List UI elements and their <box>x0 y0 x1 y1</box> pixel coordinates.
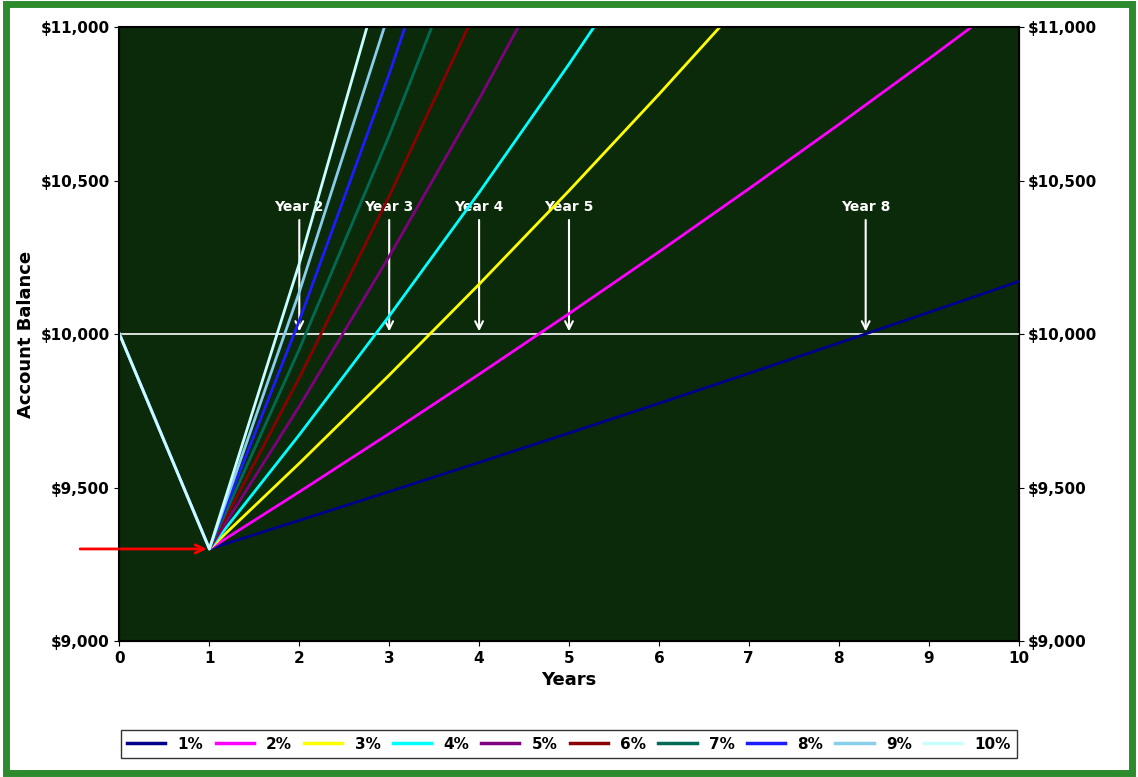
2% <box>203 544 216 553</box>
8% <box>292 316 306 326</box>
Line: 3%: 3% <box>119 0 1019 549</box>
2% <box>472 370 486 379</box>
2% <box>382 429 396 438</box>
Text: Year 3: Year 3 <box>364 200 414 329</box>
Text: Year 5: Year 5 <box>544 200 594 329</box>
1% <box>742 369 756 378</box>
4% <box>203 544 216 553</box>
Legend: 1%, 2%, 3%, 4%, 5%, 6%, 7%, 8%, 9%, 10%: 1%, 2%, 3%, 4%, 5%, 6%, 7%, 8%, 9%, 10% <box>121 730 1017 758</box>
Text: Year 8: Year 8 <box>841 200 890 329</box>
Text: Year 4: Year 4 <box>454 200 504 329</box>
10% <box>292 259 306 268</box>
2% <box>562 309 576 319</box>
Text: Year 2: Year 2 <box>274 200 324 329</box>
6% <box>472 0 486 9</box>
10% <box>113 329 126 339</box>
5% <box>382 252 396 261</box>
8% <box>113 329 126 339</box>
5% <box>292 402 306 411</box>
8% <box>382 69 396 78</box>
9% <box>203 544 216 553</box>
7% <box>113 329 126 339</box>
1% <box>562 428 576 437</box>
7% <box>382 131 396 140</box>
7% <box>203 544 216 553</box>
6% <box>382 191 396 200</box>
Line: 10%: 10% <box>119 0 1019 549</box>
6% <box>203 544 216 553</box>
2% <box>113 329 126 339</box>
3% <box>652 89 666 99</box>
1% <box>113 329 126 339</box>
8% <box>203 544 216 553</box>
9% <box>382 8 396 17</box>
4% <box>472 188 486 197</box>
1% <box>832 339 846 348</box>
3% <box>292 458 306 468</box>
4% <box>113 329 126 339</box>
Line: 4%: 4% <box>119 0 1019 549</box>
3% <box>113 329 126 339</box>
Line: 7%: 7% <box>119 0 1019 549</box>
4% <box>562 60 576 69</box>
2% <box>292 487 306 497</box>
Line: 5%: 5% <box>119 0 1019 549</box>
1% <box>382 487 396 497</box>
5% <box>113 329 126 339</box>
Y-axis label: Account Balance: Account Balance <box>17 250 35 418</box>
3% <box>562 186 576 195</box>
1% <box>922 308 935 317</box>
9% <box>113 329 126 339</box>
3% <box>472 280 486 289</box>
2% <box>922 54 935 64</box>
3% <box>203 544 216 553</box>
Line: 8%: 8% <box>119 0 1019 549</box>
1% <box>472 458 486 467</box>
10% <box>203 544 216 553</box>
Line: 6%: 6% <box>119 0 1019 549</box>
Line: 2%: 2% <box>119 0 1019 549</box>
1% <box>203 544 216 553</box>
Text: 7% Loss
(=$9,300): 7% Loss (=$9,300) <box>0 534 204 564</box>
2% <box>652 247 666 256</box>
4% <box>292 430 306 440</box>
1% <box>1012 277 1025 286</box>
5% <box>472 94 486 103</box>
2% <box>832 120 846 129</box>
1% <box>292 516 306 525</box>
3% <box>382 371 396 380</box>
9% <box>292 287 306 297</box>
Line: 9%: 9% <box>119 0 1019 549</box>
7% <box>292 344 306 354</box>
6% <box>113 329 126 339</box>
5% <box>203 544 216 553</box>
2% <box>742 184 756 193</box>
X-axis label: Years: Years <box>542 671 596 689</box>
6% <box>292 373 306 382</box>
4% <box>382 312 396 321</box>
1% <box>652 399 666 408</box>
Line: 1%: 1% <box>119 281 1019 549</box>
